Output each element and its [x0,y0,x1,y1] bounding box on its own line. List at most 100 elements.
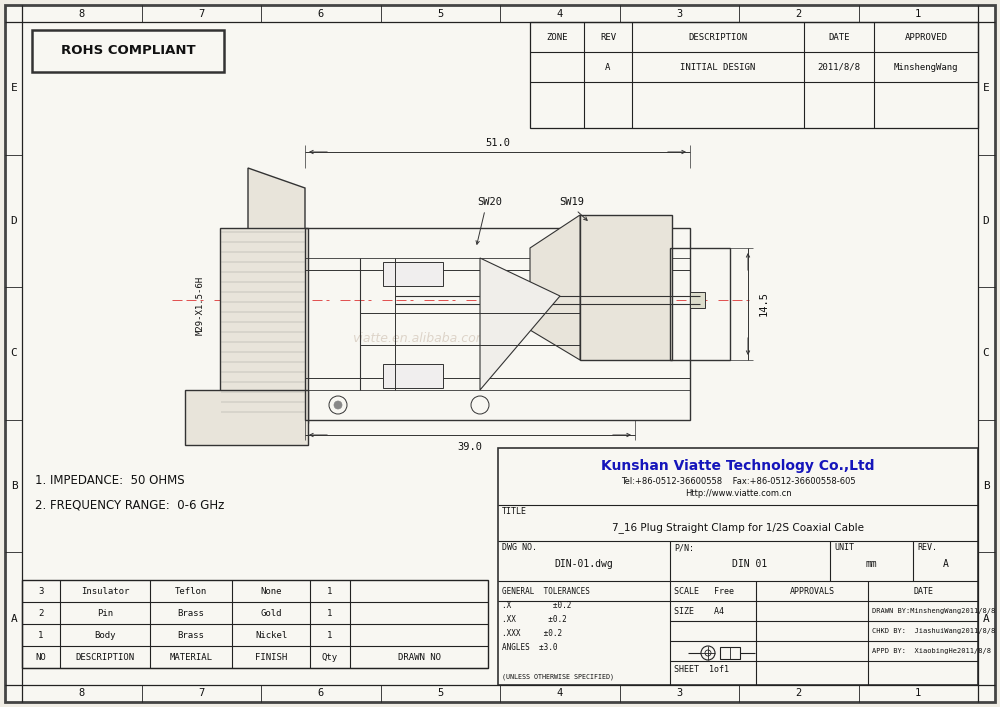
Text: C: C [983,349,989,358]
Text: 39.0: 39.0 [458,442,482,452]
Text: 1: 1 [38,631,44,640]
Text: 3: 3 [676,689,682,699]
Text: P/N:: P/N: [674,544,694,552]
Bar [580,215,672,360]
Bar [185,390,308,445]
Bar [32,30,224,72]
Text: (UNLESS OTHERWISE SPECIFIED): (UNLESS OTHERWISE SPECIFIED) [502,674,614,680]
Text: 7: 7 [198,689,204,699]
Text: Kunshan Viatte Technology Co.,Ltd: Kunshan Viatte Technology Co.,Ltd [601,459,875,473]
Text: 4: 4 [557,9,563,19]
Text: SW19: SW19 [560,197,584,207]
Bar [305,258,690,390]
Text: 2: 2 [38,609,44,617]
Text: DESCRIPTION: DESCRIPTION [75,653,135,662]
Text: 7: 7 [198,9,204,19]
Text: NO: NO [36,653,46,662]
Text: Insulator: Insulator [81,587,129,595]
Text: TITLE: TITLE [502,506,527,515]
Text: SHEET  1of1: SHEET 1of1 [674,665,729,674]
Text: 2: 2 [796,9,802,19]
Polygon shape [530,215,580,360]
Polygon shape [248,168,305,230]
Text: A: A [605,62,611,71]
Text: Http://www.viatte.com.cn: Http://www.viatte.com.cn [685,489,791,498]
Text: Teflon: Teflon [175,587,207,595]
Text: APPROVALS: APPROVALS [790,587,834,595]
Text: 6: 6 [318,9,324,19]
Text: 1: 1 [327,587,333,595]
Bar [360,270,690,378]
Text: 3: 3 [38,587,44,595]
Text: 2011/8/8: 2011/8/8 [818,62,860,71]
Circle shape [334,401,342,409]
Text: APPD BY:  XiaobingHe2011/8/8: APPD BY: XiaobingHe2011/8/8 [872,648,991,654]
Text: Brass: Brass [178,609,204,617]
Text: DATE: DATE [913,587,933,595]
Text: DIN-01.dwg: DIN-01.dwg [555,559,613,569]
Text: viatte.en.alibaba.com: viatte.en.alibaba.com [352,332,488,344]
Text: D: D [11,216,17,226]
Text: DATE: DATE [828,33,850,42]
Text: GENERAL  TOLERANCES: GENERAL TOLERANCES [502,587,590,595]
Text: B: B [983,481,989,491]
Text: Brass: Brass [178,631,204,640]
Text: 8: 8 [79,689,85,699]
Text: Pin: Pin [97,609,113,617]
Text: 1: 1 [915,689,921,699]
Bar [383,262,443,286]
Text: ROHS COMPLIANT: ROHS COMPLIANT [61,45,195,57]
Text: Body: Body [94,631,116,640]
Text: SW20: SW20 [478,197,503,207]
Text: DIN 01: DIN 01 [732,559,768,569]
Text: DWG NO.: DWG NO. [502,544,537,552]
Text: SCALE   Free: SCALE Free [674,587,734,595]
Text: B: B [11,481,17,491]
Text: A: A [11,614,17,624]
Text: Gold: Gold [260,609,282,617]
Text: 8: 8 [79,9,85,19]
Bar [22,580,488,668]
Text: 4: 4 [557,689,563,699]
Text: E: E [11,83,17,93]
Text: 1: 1 [327,609,333,617]
Text: 7_16 Plug Straight Clamp for 1/2S Coaxial Cable: 7_16 Plug Straight Clamp for 1/2S Coaxia… [612,522,864,534]
Text: A: A [983,614,989,624]
Text: 2: 2 [796,689,802,699]
Bar [530,22,978,128]
Text: UNIT: UNIT [834,544,854,552]
Text: CHKD BY:  JiashuiWang2011/8/8: CHKD BY: JiashuiWang2011/8/8 [872,628,995,634]
Text: M29-X1.5-6H: M29-X1.5-6H [196,276,205,334]
Text: 51.0: 51.0 [485,138,510,148]
Text: mm: mm [866,559,877,569]
Text: E: E [983,83,989,93]
Text: 14.5: 14.5 [759,291,769,317]
Bar [383,364,443,388]
Text: MinshengWang: MinshengWang [894,62,958,71]
Text: DRAWN NO: DRAWN NO [398,653,440,662]
Text: .XX       ±0.2: .XX ±0.2 [502,616,567,624]
Text: FINISH: FINISH [255,653,287,662]
Bar [220,228,308,423]
Text: 3: 3 [676,9,682,19]
Text: INITIAL DESIGN: INITIAL DESIGN [680,62,756,71]
Text: 5: 5 [437,9,443,19]
Text: 1: 1 [915,9,921,19]
Text: REV: REV [600,33,616,42]
Text: Tel:+86-0512-36600558    Fax:+86-0512-36600558-605: Tel:+86-0512-36600558 Fax:+86-0512-36600… [621,477,855,486]
Text: MATERIAL: MATERIAL [170,653,212,662]
Text: 5: 5 [437,689,443,699]
Text: 1. IMPEDANCE:  50 OHMS: 1. IMPEDANCE: 50 OHMS [35,474,185,486]
Text: .XXX     ±0.2: .XXX ±0.2 [502,629,562,638]
Text: DRAWN BY:MinshengWang2011/8/8: DRAWN BY:MinshengWang2011/8/8 [872,608,995,614]
Text: APPROVED: APPROVED [904,33,948,42]
Bar [670,248,730,360]
Polygon shape [480,258,560,390]
Text: 6: 6 [318,689,324,699]
Text: SIZE    A4: SIZE A4 [674,607,724,616]
Text: DESCRIPTION: DESCRIPTION [688,33,748,42]
Text: C: C [11,349,17,358]
Text: ANGLES  ±3.0: ANGLES ±3.0 [502,643,558,653]
Bar [720,647,740,659]
Bar [690,292,705,308]
